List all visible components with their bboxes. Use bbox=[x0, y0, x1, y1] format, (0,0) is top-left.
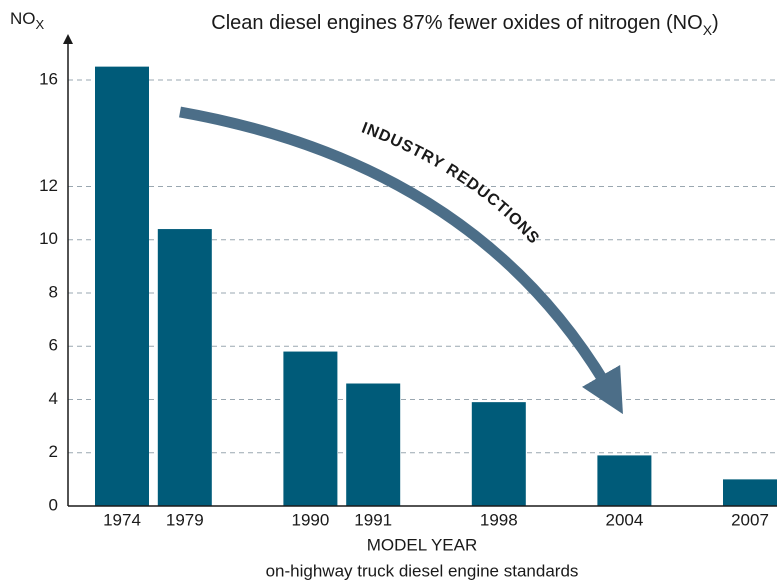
bar bbox=[157, 229, 212, 506]
reduction-arrow bbox=[179, 106, 623, 415]
y-tick-label: 0 bbox=[49, 495, 58, 514]
x-tick-label: 1990 bbox=[291, 510, 329, 529]
y-tick-label: 10 bbox=[39, 229, 58, 248]
y-label-subscript: X bbox=[36, 17, 45, 32]
title-text: Clean diesel engines 87% fewer oxides of… bbox=[211, 12, 702, 34]
y-tick-label: 4 bbox=[49, 389, 58, 408]
x-tick-label: 1979 bbox=[166, 510, 204, 529]
bar bbox=[346, 383, 401, 506]
y-axis-label: NOX bbox=[10, 9, 45, 32]
x-tick-label: 2007 bbox=[731, 510, 769, 529]
bar bbox=[95, 66, 149, 506]
y-tick-label: 6 bbox=[49, 336, 58, 355]
y-tick-label: 12 bbox=[39, 176, 58, 195]
y-axis-arrow bbox=[63, 34, 73, 44]
bar bbox=[597, 455, 652, 506]
y-tick-label: 8 bbox=[49, 282, 58, 301]
plot-area: 0 2 4 6 8 10 12 16 1974 1979 1990 1991 1998 2004 2007 bbox=[39, 66, 777, 529]
title-end: ) bbox=[712, 12, 719, 34]
bar bbox=[471, 402, 526, 506]
x-tick-label: 1998 bbox=[480, 510, 518, 529]
bar bbox=[283, 351, 338, 506]
y-tick-label: 16 bbox=[39, 69, 58, 88]
x-tick-label: 1991 bbox=[354, 510, 392, 529]
y-label-text: NO bbox=[10, 9, 36, 28]
title-subscript: X bbox=[703, 22, 713, 38]
x-tick-label: 1974 bbox=[103, 510, 141, 529]
subtitle: on-highway truck diesel engine standards bbox=[266, 561, 579, 580]
x-axis-label: MODEL YEAR bbox=[367, 535, 478, 554]
x-tick-label: 2004 bbox=[605, 510, 643, 529]
chart-title: Clean diesel engines 87% fewer oxides of… bbox=[211, 12, 718, 37]
y-tick-label: 2 bbox=[49, 442, 58, 461]
bar bbox=[723, 479, 777, 506]
